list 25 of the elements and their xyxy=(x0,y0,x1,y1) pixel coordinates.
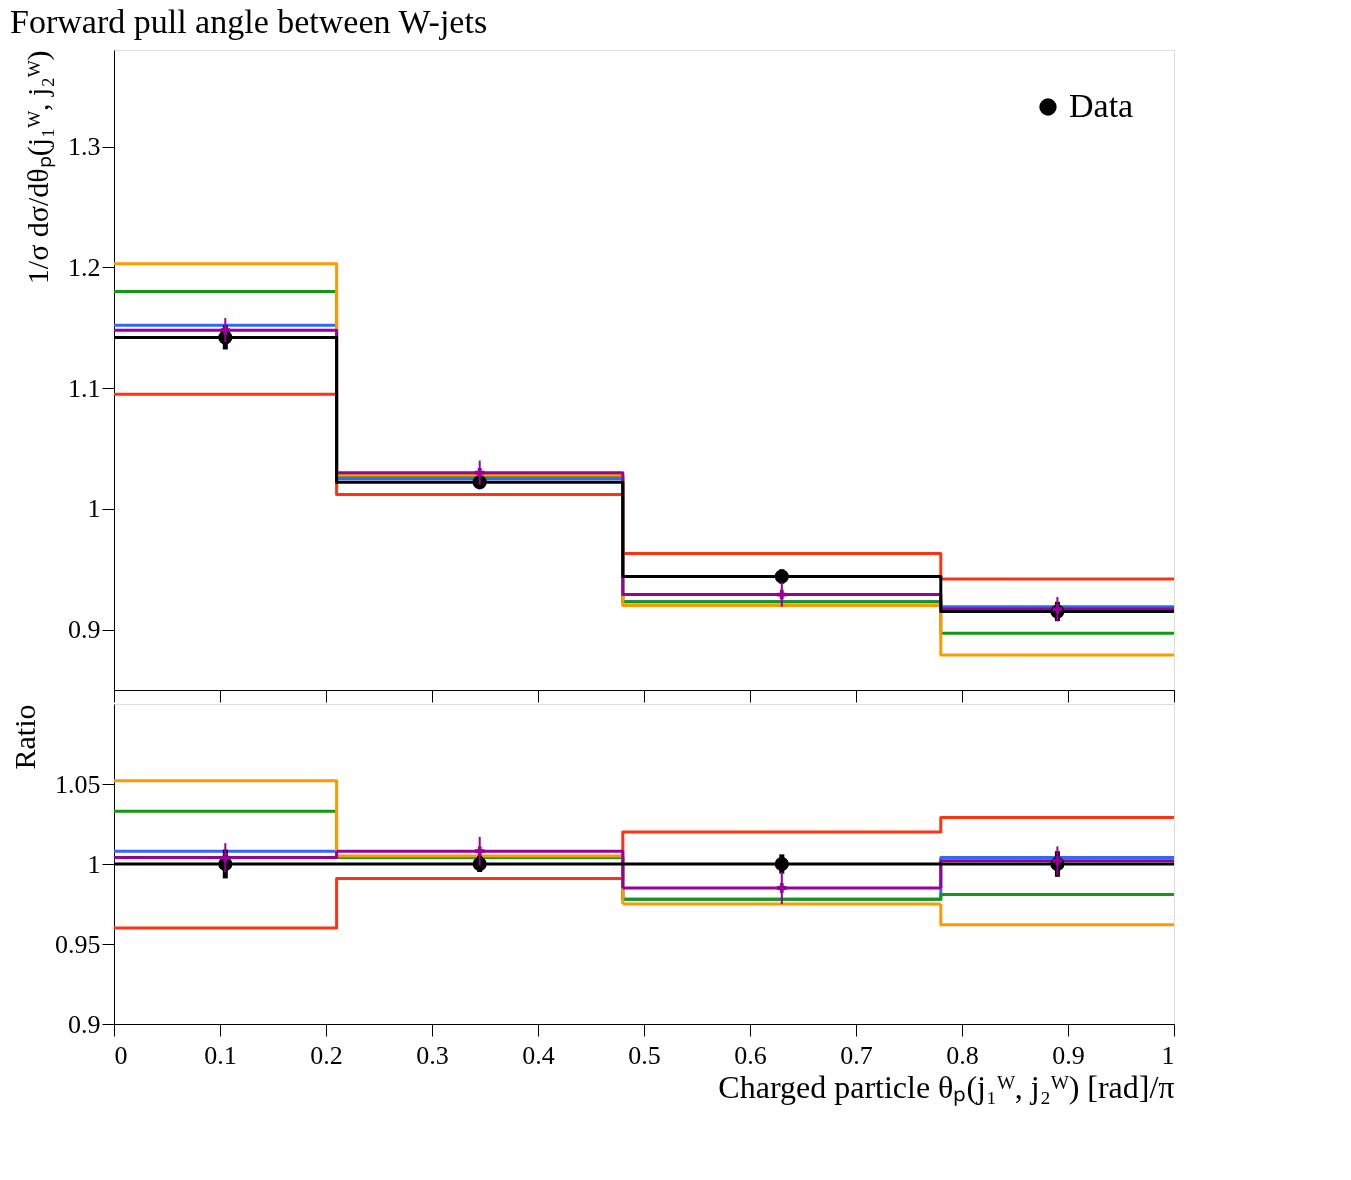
x-tick-label: 0.8 xyxy=(946,1040,979,1070)
chart-title: Forward pull angle between W-jets xyxy=(10,2,488,40)
y-tick-label: 1.1 xyxy=(68,373,101,403)
x-tick-label: 0.3 xyxy=(416,1040,449,1070)
y-tick-label: 1 xyxy=(87,849,101,879)
y-tick-label: 1 xyxy=(87,494,101,524)
x-tick-label: 0.7 xyxy=(840,1040,873,1070)
x-tick-label: 0.1 xyxy=(204,1040,237,1070)
y-axis-title: 1/σ dσ/dθₚ(j₁ᵂ, j₂ᵂ) xyxy=(21,50,56,285)
x-tick-label: 1 xyxy=(1161,1040,1175,1070)
y-tick-label: 0.9 xyxy=(68,1009,101,1039)
y-axis-title: Ratio xyxy=(8,704,41,770)
y-tick-label: 1.05 xyxy=(55,769,101,799)
x-tick-label: 0 xyxy=(114,1040,128,1070)
x-tick-label: 0.6 xyxy=(734,1040,767,1070)
x-tick-label: 0.2 xyxy=(310,1040,343,1070)
x-tick-label: 0.9 xyxy=(1052,1040,1085,1070)
legend-label: Data xyxy=(1069,87,1134,124)
x-tick-label: 0.4 xyxy=(522,1040,555,1070)
x-axis-title: Charged particle θₚ(j₁ᵂ, j₂ᵂ) [rad]/π xyxy=(718,1068,1175,1106)
y-tick-label: 0.95 xyxy=(55,929,101,959)
y-tick-label: 0.9 xyxy=(68,615,101,645)
x-tick-label: 0.5 xyxy=(628,1040,661,1070)
y-tick-label: 1.3 xyxy=(68,132,101,162)
y-tick-label: 1.2 xyxy=(68,252,101,282)
